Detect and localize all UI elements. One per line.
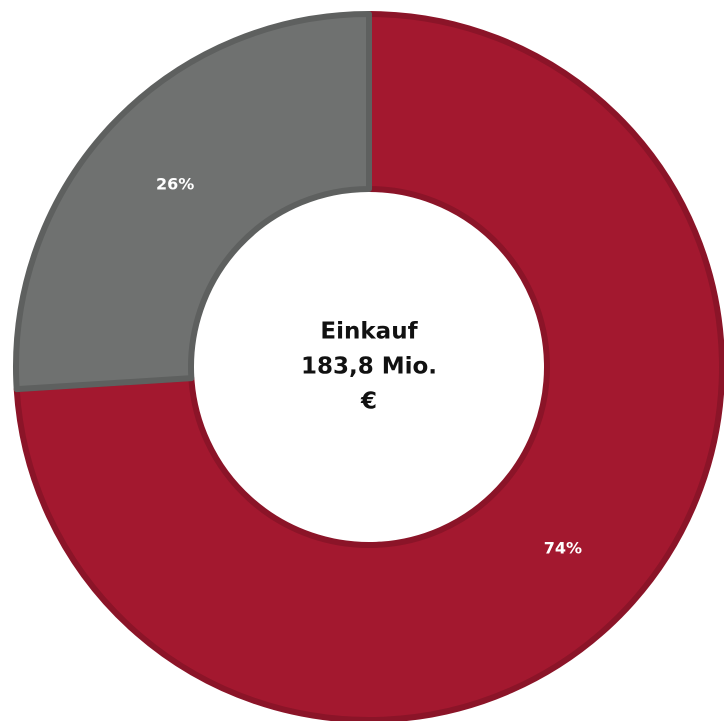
donut-segment: [13, 11, 724, 721]
value-label: 26%: [156, 174, 194, 193]
value-label: 74%: [544, 539, 582, 558]
donut-segment: [13, 11, 372, 393]
center-label: €: [360, 389, 377, 415]
center-label: 183,8 Mio.: [301, 354, 437, 380]
center-label: Einkauf: [320, 319, 418, 345]
